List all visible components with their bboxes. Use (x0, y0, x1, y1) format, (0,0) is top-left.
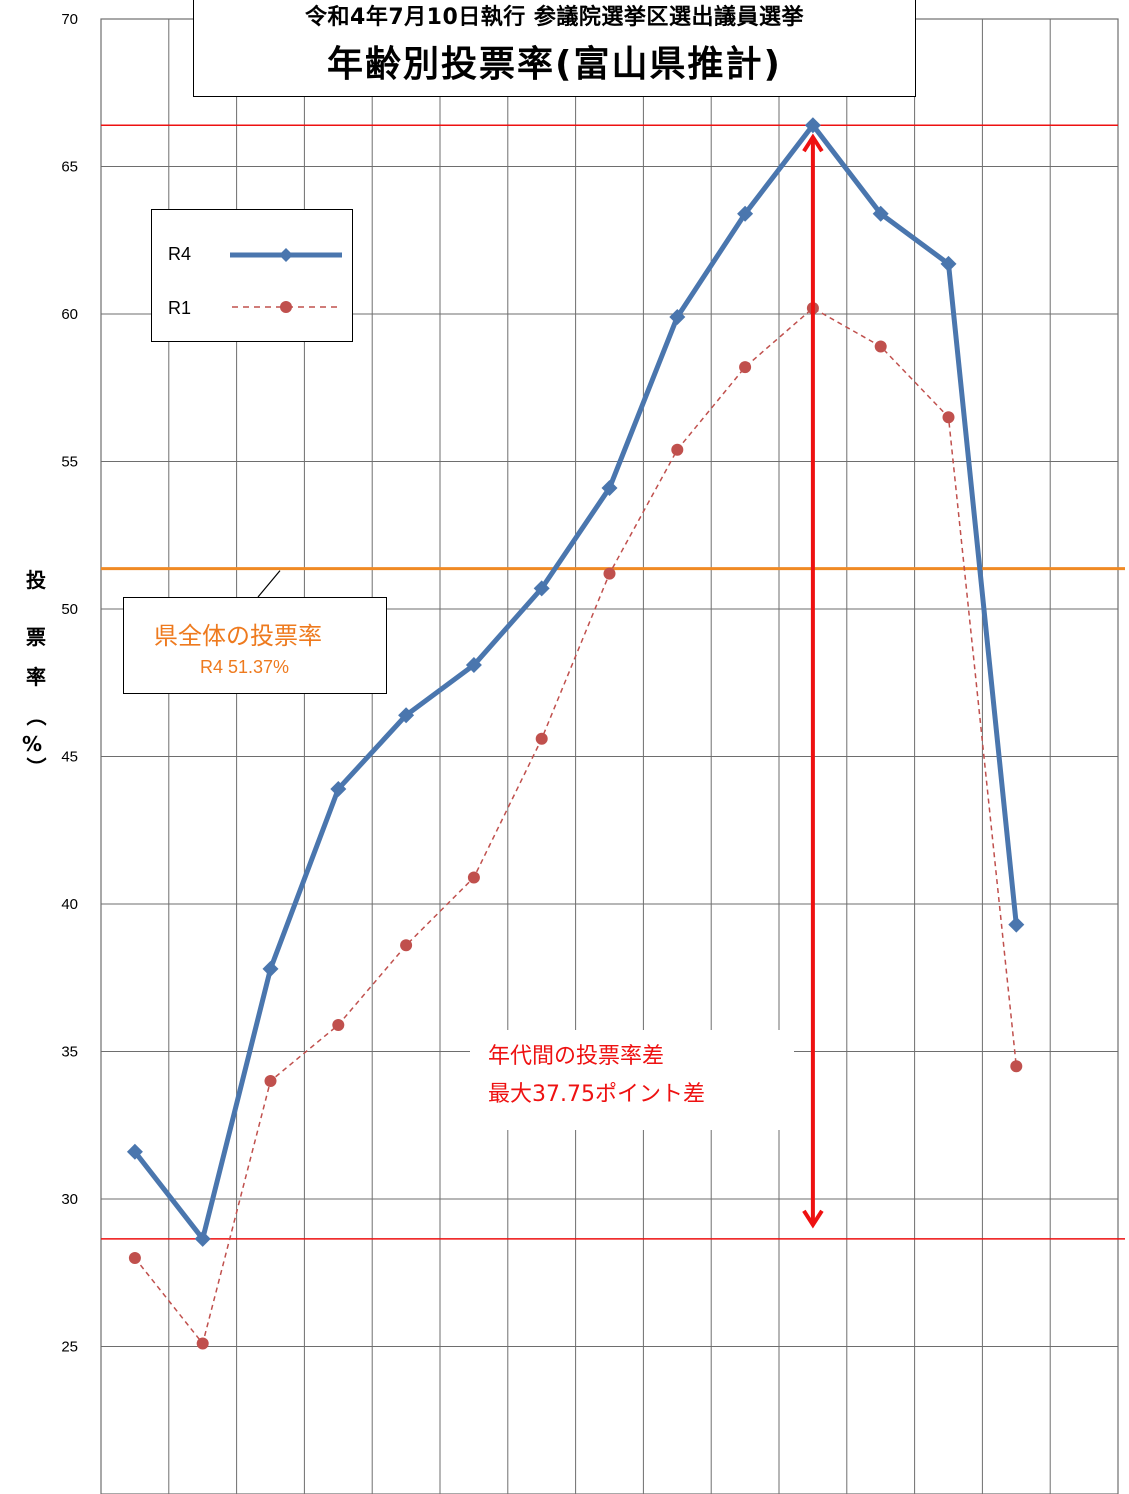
data-point-r1 (874, 340, 887, 353)
turnout-callout: 県全体の投票率 R4 51.37% (123, 597, 387, 694)
y-tick-label: 50 (61, 601, 78, 618)
data-point-r4 (465, 657, 482, 674)
data-point-r4 (737, 205, 754, 222)
y-tick-label: 25 (61, 1339, 78, 1356)
data-point-r4 (804, 117, 821, 134)
data-point-r4 (126, 1143, 143, 1160)
y-tick-label: 55 (61, 454, 78, 471)
gap-callout: 年代間の投票率差 最大37.75ポイント差 (470, 1030, 794, 1130)
data-point-r1 (942, 411, 955, 424)
data-point-r1 (196, 1337, 209, 1350)
data-point-r1 (332, 1018, 345, 1031)
turnout-callout-title: 県全体の投票率 (154, 622, 322, 650)
data-point-r4 (872, 205, 889, 222)
y-tick-label: 65 (61, 159, 78, 176)
gap-arrow-head-bottom (802, 1209, 824, 1229)
gap-callout-line2: 最大37.75ポイント差 (488, 1082, 705, 1107)
data-series (126, 117, 1025, 1350)
data-point-r4 (940, 255, 957, 272)
y-tick-label: 45 (61, 749, 78, 766)
chart-title-box: 令和4年7月10日執行 参議院選挙区選出議員選挙 年齢別投票率(富山県推計) (193, 0, 916, 97)
legend-swatch-r1 (232, 301, 340, 313)
y-tick-labels: 25 30 35 40 45 50 55 60 65 70 (61, 11, 78, 1356)
y-tick-label: 40 (61, 896, 78, 913)
chart-title-line2: 年齢別投票率(富山県推計) (327, 44, 782, 85)
data-point-r1 (128, 1252, 141, 1264)
gap-callout-line1: 年代間の投票率差 (488, 1044, 665, 1069)
y-tick-label: 30 (61, 1191, 78, 1208)
y-axis-label-char: 票 (26, 625, 46, 649)
legend-label-r4: R4 (168, 244, 192, 264)
y-axis-label-char: ） (24, 757, 48, 777)
y-tick-label: 35 (61, 1044, 78, 1061)
data-point-r1 (603, 567, 616, 580)
data-point-r4 (1008, 916, 1025, 933)
series-line-r4 (132, 122, 1019, 1242)
data-point-r4 (330, 780, 347, 797)
data-point-r4 (194, 1230, 211, 1247)
data-point-r1 (400, 939, 413, 952)
turnout-leader-line (257, 570, 281, 598)
turnout-callout-value: R4 51.37% (200, 657, 290, 677)
reference-lines (101, 124, 1125, 1240)
series-line-r1 (134, 307, 1018, 1346)
y-tick-label: 60 (61, 306, 78, 323)
data-point-r1 (535, 732, 548, 745)
data-point-r4 (262, 960, 279, 977)
legend-swatch-r4 (230, 248, 342, 262)
legend-marker-r1 (280, 301, 292, 313)
data-point-r4 (533, 580, 550, 597)
chart-title-line1: 令和4年7月10日執行 参議院選挙区選出議員選挙 (305, 5, 804, 30)
legend-label-r1: R1 (168, 298, 192, 318)
y-axis-label-char: 率 (26, 665, 46, 689)
gap-arrow-head-top (802, 133, 824, 153)
data-point-r1 (264, 1075, 277, 1087)
gap-arrow (802, 133, 824, 1229)
y-axis-label-char: % (22, 732, 43, 756)
data-point-r4 (398, 707, 415, 724)
data-point-r4 (601, 480, 618, 497)
data-point-r1 (467, 871, 480, 884)
data-point-r1 (739, 361, 752, 374)
legend: R4 R1 (151, 209, 353, 342)
data-point-r1 (1010, 1060, 1023, 1073)
y-tick-label: 70 (61, 11, 78, 28)
data-point-r1 (671, 443, 684, 456)
y-axis-label-char: 投 (26, 568, 46, 592)
legend-marker-r4 (279, 248, 293, 262)
y-axis-label-char: （ (24, 706, 48, 726)
data-point-r4 (669, 308, 686, 325)
